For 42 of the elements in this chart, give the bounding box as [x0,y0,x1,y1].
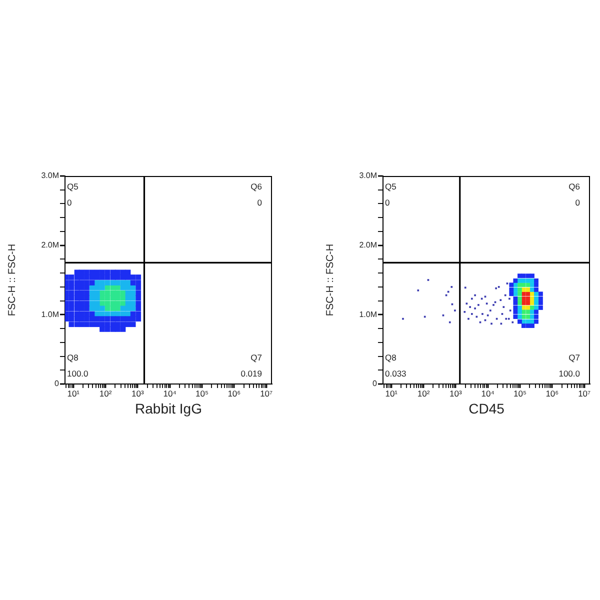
x-tick-label: 10³ [450,388,462,398]
x-tick-label: 10⁶ [546,388,559,398]
y-axis-title: FSC-H :: FSC-H [324,244,336,316]
y-tick-label: 0 [372,379,378,388]
annotation: Q5 [385,181,397,192]
y-tick-label: 1.0M [359,310,378,319]
x-axis-title: CD45 [468,400,505,416]
x-tick-label: 10⁷ [578,388,591,398]
y-tick-label: 3.0M [41,171,60,180]
y-tick-label: 3.0M [359,171,378,180]
annotation: 0 [67,197,72,208]
annotation: Q8 [385,352,397,362]
x-tick-label: 10⁴ [481,388,495,398]
y-tick-label: 2.0M [359,240,378,250]
x-axis-title: Rabbit IgG [135,400,202,416]
annotation: 0 [385,197,390,208]
annotation: 0.033 [385,368,407,378]
x-tick-label: 10² [99,388,112,398]
annotation: 100.0 [558,368,580,378]
annotation: Q6 [250,181,262,192]
annotation: Q7 [568,352,580,362]
x-tick-label: 10² [417,388,430,398]
annotation: Q5 [67,181,79,192]
y-axis-title: FSC-H :: FSC-H [6,244,18,316]
x-tick-label: 10⁵ [196,388,208,398]
annotation: Q8 [67,352,79,362]
annotation: Q6 [568,181,580,192]
annotation: 0.019 [240,368,262,378]
x-tick-label: 10³ [132,388,144,398]
y-tick-label: 0 [54,379,60,388]
x-tick-label: 10⁶ [228,388,241,398]
x-tick-label: 10¹ [67,388,80,398]
y-tick-label: 2.0M [41,240,60,250]
y-tick-label: 1.0M [41,310,60,319]
x-tick-label: 10¹ [385,388,398,398]
annotation: 0 [257,197,262,208]
annotation: Q7 [250,352,262,362]
x-tick-label: 10⁷ [260,388,273,398]
annotation: 100.0 [67,368,89,378]
annotation: 0 [575,197,580,208]
x-tick-label: 10⁵ [514,388,526,398]
x-tick-label: 10⁴ [163,388,177,398]
